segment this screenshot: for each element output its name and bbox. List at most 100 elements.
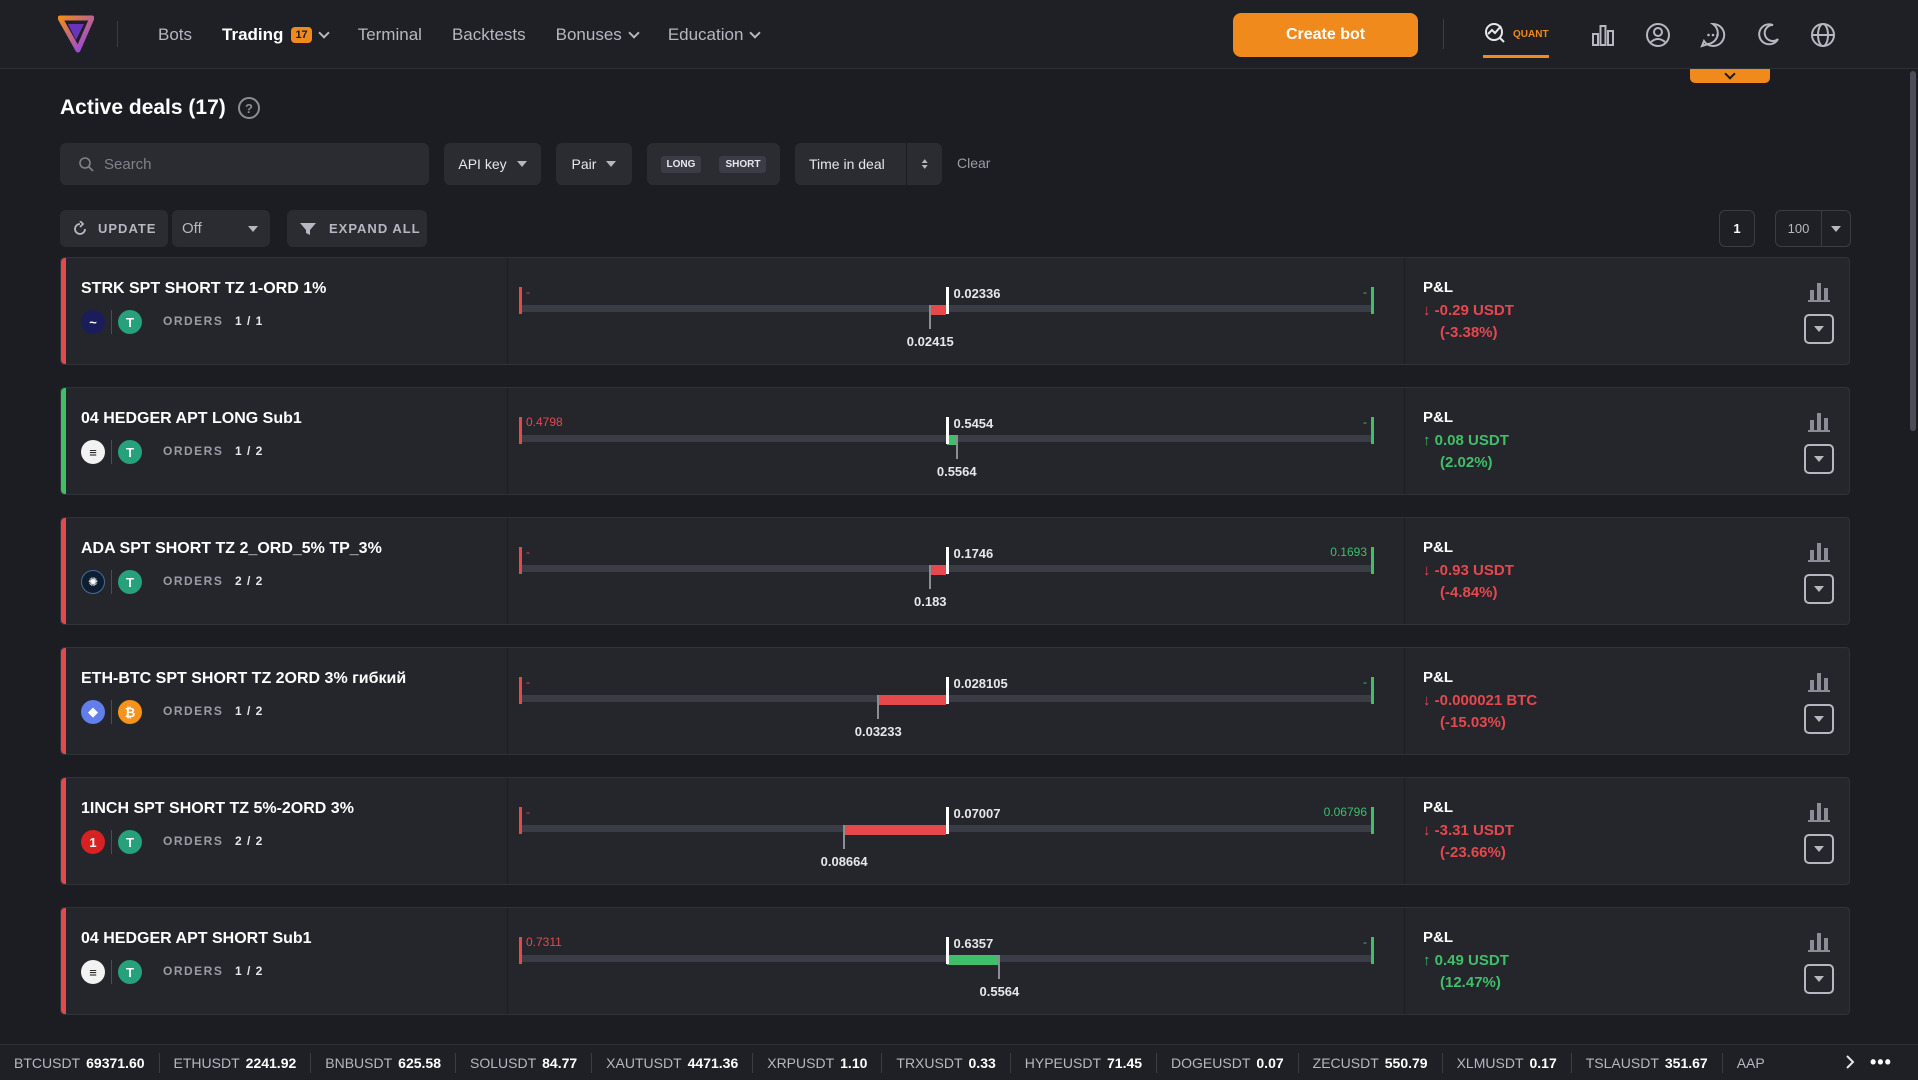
deal-bot-name[interactable]: 1INCH SPT SHORT TZ 5%-2ORD 3% — [81, 800, 354, 817]
chat-icon[interactable] — [1700, 22, 1726, 48]
more-icon[interactable]: ••• — [1870, 1052, 1892, 1072]
nav-item-education[interactable]: Education — [668, 25, 762, 45]
orders-label: ORDERS — [163, 314, 224, 328]
pair-filter[interactable]: Pair — [556, 143, 632, 185]
deal-chart-icon[interactable] — [1808, 410, 1830, 432]
expand-deal-button[interactable] — [1804, 704, 1834, 734]
nav-item-bots[interactable]: Bots — [158, 25, 192, 45]
deal-chart-icon[interactable] — [1808, 930, 1830, 952]
usdt-icon: T — [118, 310, 142, 334]
ticker-price: 351.67 — [1664, 1054, 1708, 1071]
ticker-item[interactable]: SOLUSDT 84.77 — [470, 1052, 593, 1073]
ticker-item[interactable]: XAUTUSDT 4471.36 — [606, 1052, 754, 1073]
deal-card[interactable]: ADA SPT SHORT TZ 2_ORD_5% TP_3% ✺ T ORDER… — [60, 517, 1850, 625]
deal-card[interactable]: 04 HEDGER APT LONG Sub1 ≡ T ORDERS 1 / 2 … — [60, 387, 1850, 495]
expand-deal-button[interactable] — [1804, 314, 1834, 344]
pnl-value: ↑ 0.49 USDT — [1423, 952, 1509, 969]
search-box — [60, 143, 429, 185]
pnl-percent: (12.47%) — [1440, 974, 1501, 991]
long-toggle[interactable]: LONG — [660, 155, 702, 173]
caret-down-icon — [1814, 846, 1824, 852]
ticker-symbol: ZECUSDT — [1312, 1054, 1379, 1071]
ticker-price: 84.77 — [542, 1054, 578, 1071]
arrow-up-icon: ↑ — [1423, 952, 1431, 969]
ticker-item[interactable]: BNBUSDT 625.58 — [325, 1052, 456, 1073]
stop-loss-cap — [519, 417, 522, 444]
pnl-amount: -0.000021 BTC — [1434, 692, 1538, 709]
deal-bot-name[interactable]: 04 HEDGER APT LONG Sub1 — [81, 410, 302, 427]
nav-item-bonuses[interactable]: Bonuses — [556, 25, 640, 45]
ticker-item[interactable]: ETHUSDT 2241.92 — [174, 1052, 312, 1073]
pair-label: Pair — [571, 156, 597, 172]
chevron-right-icon[interactable] — [1840, 1052, 1860, 1072]
deal-bot-name[interactable]: STRK SPT SHORT TZ 1-ORD 1% — [81, 280, 327, 297]
search-icon — [79, 157, 94, 172]
pnl-amount: 0.49 USDT — [1434, 952, 1509, 969]
ticker-item[interactable]: AAP — [1737, 1053, 1785, 1073]
nav-item-trading[interactable]: Trading 17 — [222, 25, 330, 45]
deal-chart-icon[interactable] — [1808, 670, 1830, 692]
search-input[interactable] — [104, 155, 404, 173]
nav-divider — [1443, 19, 1444, 49]
bar-chart-icon[interactable] — [1590, 22, 1616, 48]
deal-chart-icon[interactable] — [1808, 280, 1830, 302]
current-price: 0.02336 — [953, 286, 1001, 301]
deal-bot-name[interactable]: 04 HEDGER APT SHORT Sub1 — [81, 930, 312, 947]
ticker-item[interactable]: HYPEUSDT 71.45 — [1025, 1052, 1158, 1073]
per-page-select[interactable]: 100 — [1775, 210, 1851, 247]
expand-deal-button[interactable] — [1804, 574, 1834, 604]
deal-card[interactable]: ETH-BTC SPT SHORT TZ 2ORD 3% гибкий ◆ ₿ O… — [60, 647, 1850, 755]
ticker-symbol: XAUTUSDT — [606, 1054, 682, 1071]
deal-chart-icon[interactable] — [1808, 800, 1830, 822]
nav-item-backtests[interactable]: Backtests — [452, 25, 526, 45]
deal-card[interactable]: STRK SPT SHORT TZ 1-ORD 1% ~ T ORDERS 1 /… — [60, 257, 1850, 365]
logo-icon[interactable] — [58, 14, 94, 54]
create-bot-button[interactable]: Create bot — [1233, 13, 1418, 57]
ticker-item[interactable]: ZECUSDT 550.79 — [1312, 1052, 1443, 1073]
deal-card[interactable]: 04 HEDGER APT SHORT Sub1 ≡ T ORDERS 1 / 2… — [60, 907, 1850, 1015]
api-key-filter[interactable]: API key — [444, 143, 541, 185]
scrollbar[interactable] — [1910, 71, 1916, 431]
ticker-symbol: XLMUSDT — [1456, 1054, 1524, 1071]
nav-item-label: Terminal — [357, 24, 422, 44]
time-in-deal-sort[interactable]: Time in deal — [795, 143, 942, 185]
expand-all-button[interactable]: EXPAND ALL — [287, 210, 427, 247]
expand-deal-button[interactable] — [1804, 834, 1834, 864]
expand-deal-button[interactable] — [1804, 964, 1834, 994]
stop-loss-price: 0.4798 — [526, 415, 563, 429]
ticker-item[interactable]: XLMUSDT 0.17 — [1456, 1052, 1572, 1073]
collapse-panel-tab[interactable] — [1690, 68, 1770, 83]
deal-chart-icon[interactable] — [1808, 540, 1830, 562]
current-price: 0.07007 — [953, 806, 1001, 821]
short-toggle[interactable]: SHORT — [719, 155, 767, 173]
ticker-item[interactable]: TRXUSDT 0.33 — [896, 1052, 1011, 1073]
quant-tab[interactable]: QUANT — [1483, 20, 1549, 58]
ticker-item[interactable]: BTCUSDT 69371.60 — [14, 1052, 160, 1073]
ticker-price: 71.45 — [1107, 1054, 1143, 1071]
ticker-symbol: BTCUSDT — [14, 1054, 81, 1071]
ticker-item[interactable]: TSLAUSDT 351.67 — [1586, 1052, 1723, 1073]
column-divider — [1404, 258, 1405, 364]
nav-item-terminal[interactable]: Terminal — [358, 25, 422, 45]
api-key-label: API key — [458, 156, 507, 172]
funnel-icon — [300, 222, 316, 235]
pnl-label: P&L — [1423, 409, 1453, 426]
expand-deal-button[interactable] — [1804, 444, 1834, 474]
usde-icon: ≡ — [81, 440, 105, 464]
update-interval-select[interactable]: Off — [172, 210, 270, 247]
column-divider — [507, 258, 508, 364]
deal-bot-name[interactable]: ETH-BTC SPT SHORT TZ 2ORD 3% гибкий — [81, 670, 407, 687]
update-button[interactable]: UPDATE — [60, 210, 168, 247]
ticker-item[interactable]: DOGEUSDT 0.07 — [1171, 1052, 1299, 1073]
clear-filters-button[interactable]: Clear — [957, 155, 991, 171]
help-icon[interactable]: ? — [238, 97, 260, 119]
deal-bot-name[interactable]: ADA SPT SHORT TZ 2_ORD_5% TP_3% — [81, 540, 382, 557]
sort-icon[interactable] — [907, 156, 942, 172]
user-icon[interactable] — [1645, 22, 1671, 48]
moon-icon[interactable] — [1755, 22, 1781, 48]
ticker-item[interactable]: XRPUSDT 1.10 — [767, 1052, 883, 1073]
globe-icon[interactable] — [1810, 22, 1836, 48]
page-number[interactable]: 1 — [1719, 210, 1755, 247]
average-price-marker — [998, 955, 1001, 979]
